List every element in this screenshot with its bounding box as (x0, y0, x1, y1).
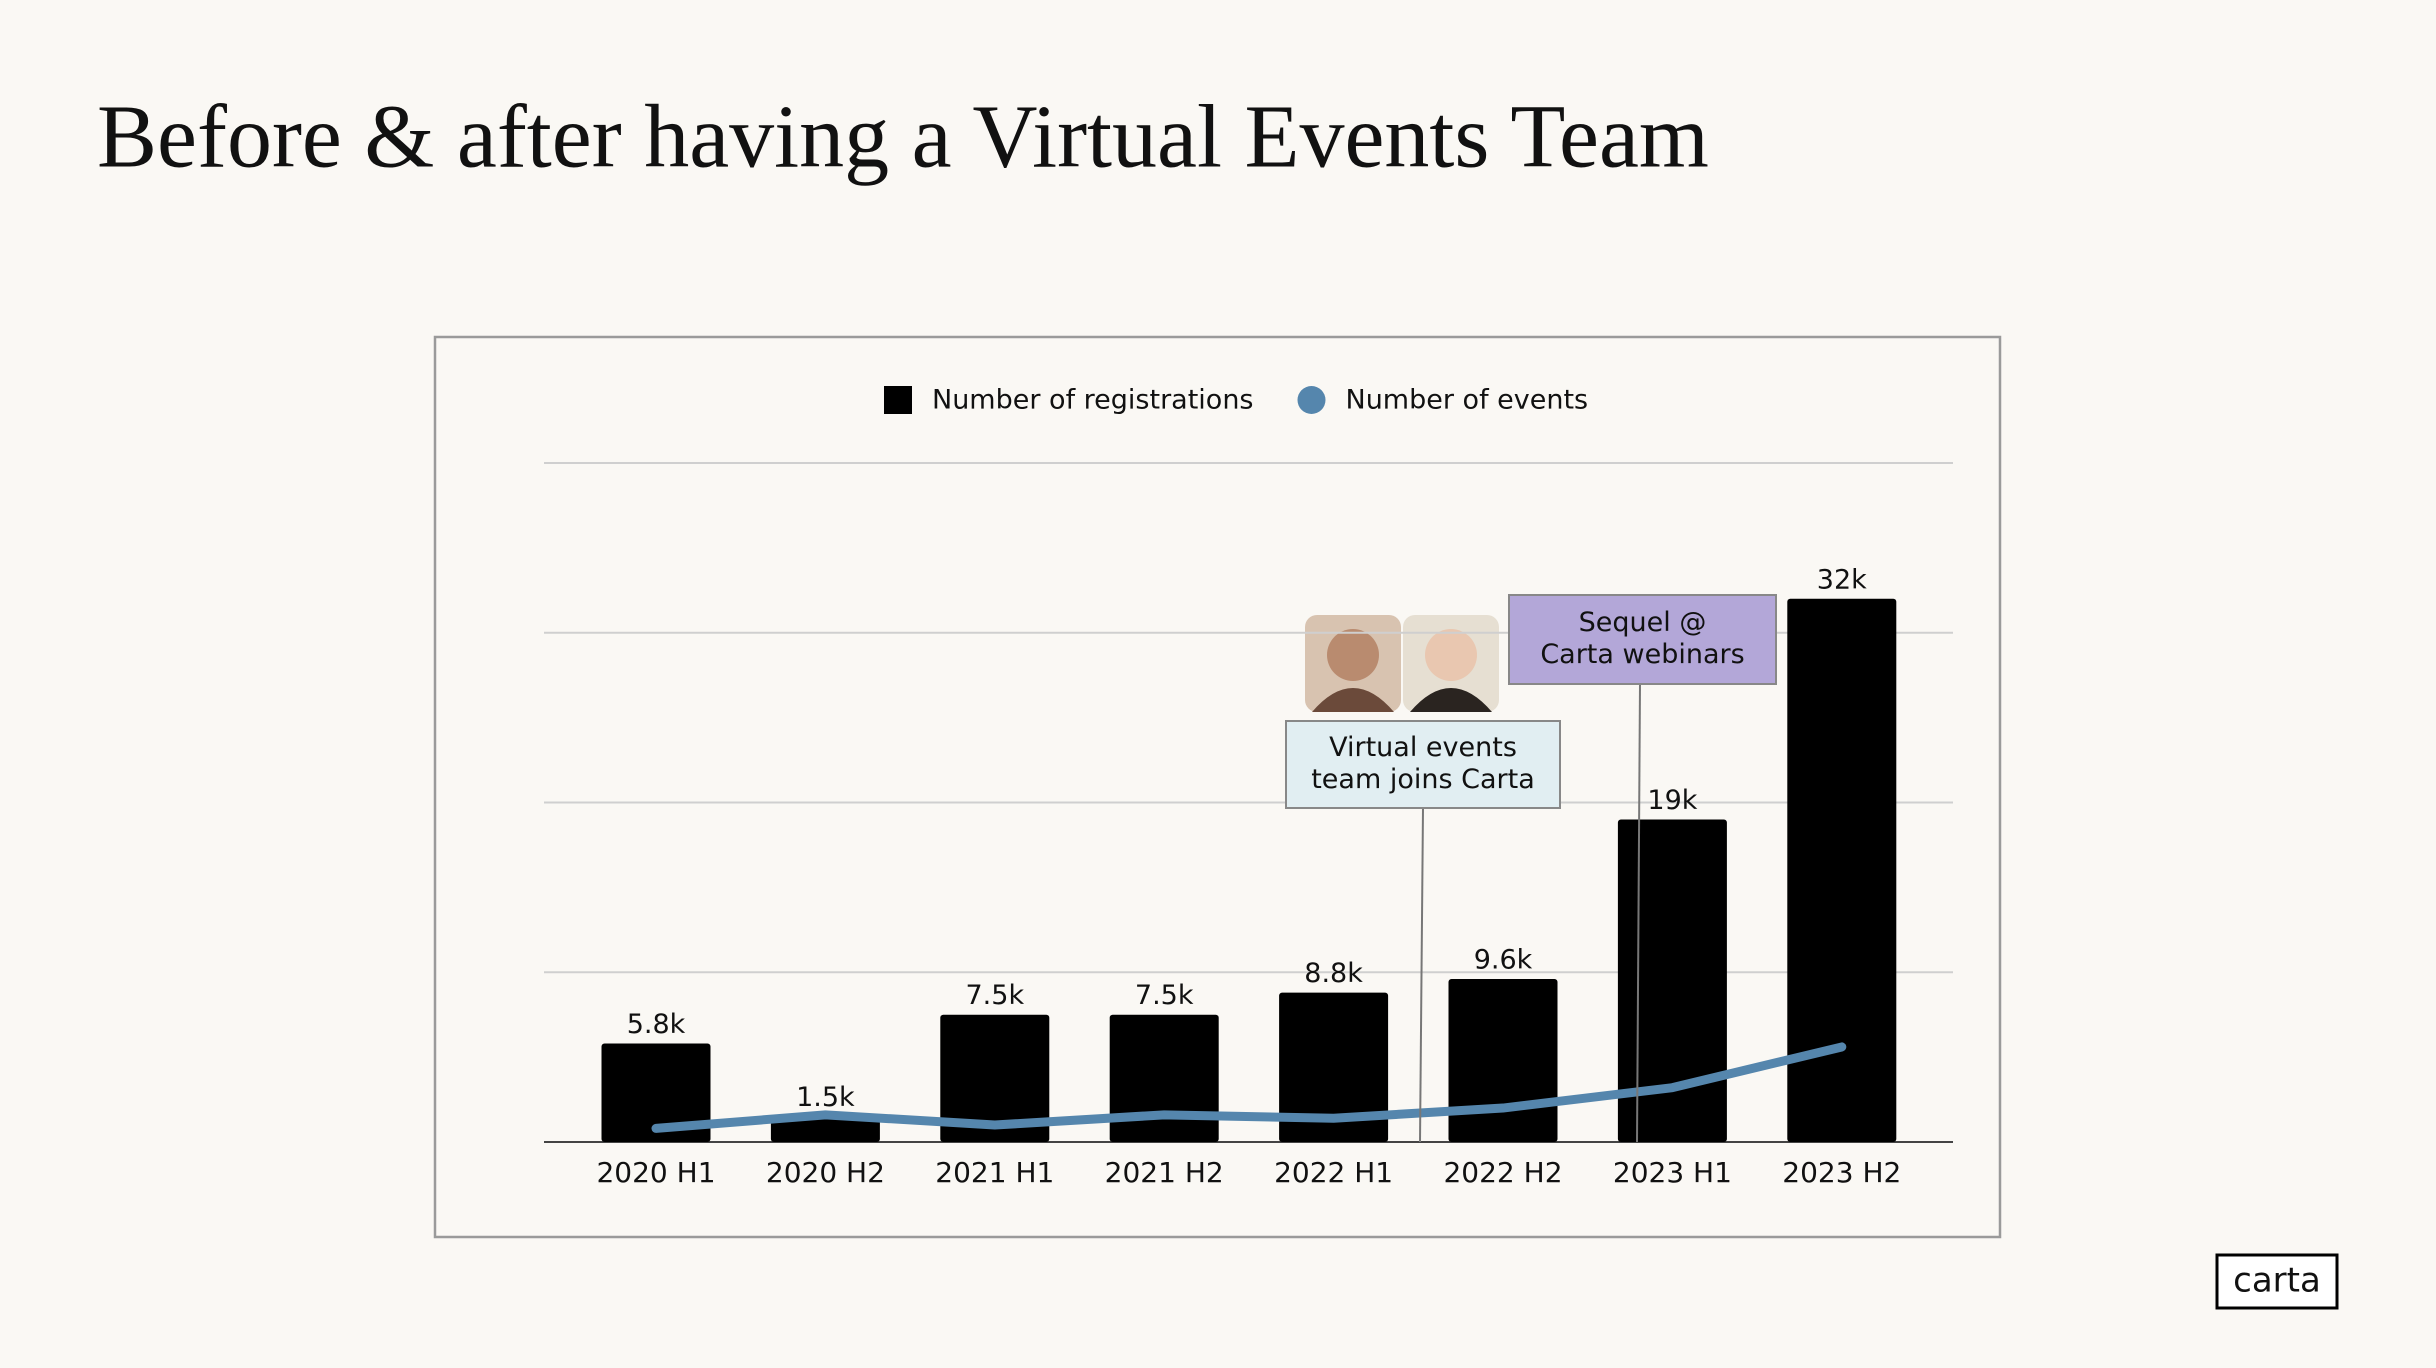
photo-body (1312, 688, 1394, 712)
annotation-text: Carta webinars (1540, 639, 1744, 670)
value-label: 7.5k (966, 980, 1025, 1011)
photo-face (1425, 629, 1477, 681)
chart-frame (433, 335, 2002, 1239)
x-tick-label: 2020 H1 (596, 1156, 715, 1189)
value-label: 9.6k (1474, 945, 1533, 976)
legend-swatch (884, 386, 912, 414)
bar (1617, 819, 1727, 1142)
photo-body (1410, 688, 1492, 712)
value-label: 19k (1647, 785, 1697, 816)
x-tick-label: 2022 H2 (1443, 1156, 1562, 1189)
photos (1305, 615, 1499, 712)
logo: carta (2233, 1261, 2321, 1301)
annotation-text: Sequel @ (1579, 607, 1707, 638)
value-label: 7.5k (1135, 980, 1194, 1011)
bar (1448, 979, 1558, 1142)
bar (1109, 1014, 1219, 1142)
x-tick-label: 2023 H1 (1613, 1156, 1732, 1189)
value-label: 8.8k (1304, 958, 1363, 989)
annotation-text: Virtual events (1329, 732, 1517, 763)
bar (1279, 992, 1389, 1142)
value-label: 1.5k (796, 1082, 855, 1113)
x-tick-label: 2021 H1 (935, 1156, 1054, 1189)
annotation-box (1285, 720, 1561, 809)
x-tick-label: 2023 H2 (1782, 1156, 1901, 1189)
slide-title: Before & after having a Virtual Events T… (97, 88, 1709, 187)
bar (601, 1043, 711, 1142)
x-tick-label: 2020 H2 (766, 1156, 885, 1189)
logo-box (2215, 1253, 2339, 1310)
annotation-text: team joins Carta (1311, 764, 1535, 795)
legend-swatch (1297, 386, 1326, 414)
bar (770, 1116, 880, 1142)
bar (940, 1014, 1050, 1142)
bar (1787, 598, 1897, 1142)
value-label: 32k (1817, 564, 1867, 595)
annotation-line (1419, 807, 1424, 1143)
annotation-box (1508, 594, 1777, 685)
annotation-line (1636, 683, 1641, 1143)
value-label: 5.8k (627, 1009, 686, 1040)
x-tick-label: 2022 H1 (1274, 1156, 1393, 1189)
photo-face (1327, 629, 1379, 681)
x-tick-label: 2021 H2 (1105, 1156, 1224, 1189)
legend-label: Number of events (1346, 385, 1589, 416)
line (651, 1042, 1847, 1133)
legend-label: Number of registrations (932, 385, 1254, 416)
